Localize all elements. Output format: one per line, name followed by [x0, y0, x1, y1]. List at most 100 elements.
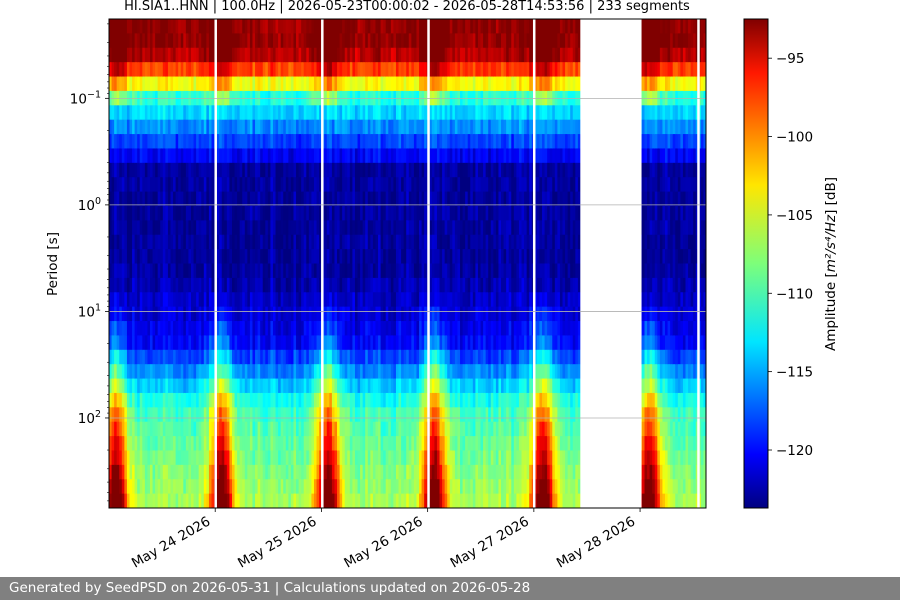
heatmap-cell	[429, 191, 433, 207]
heatmap-cell	[242, 148, 246, 164]
heatmap-cell	[301, 378, 305, 394]
heatmap-cell	[413, 134, 418, 150]
heatmap-cell	[462, 62, 466, 78]
heatmap-cell	[226, 335, 231, 351]
heatmap-cell	[267, 62, 272, 78]
heatmap-cell	[173, 263, 177, 279]
heatmap-cell	[109, 234, 113, 250]
heatmap-cell	[370, 105, 374, 121]
heatmap-cell	[439, 277, 443, 293]
heatmap-cell	[431, 177, 435, 193]
heatmap-cell	[203, 436, 207, 452]
heatmap-cell	[221, 364, 225, 380]
heatmap-cell	[157, 277, 161, 293]
heatmap-cells	[109, 19, 706, 508]
heatmap-cell	[311, 464, 315, 480]
heatmap-cell	[237, 335, 241, 351]
heatmap-cell	[349, 263, 354, 279]
heatmap-cell	[424, 162, 428, 178]
heatmap-cell	[439, 321, 443, 337]
heatmap-cell	[231, 134, 236, 150]
heatmap-cell	[244, 33, 248, 49]
heatmap-cell	[247, 33, 251, 49]
heatmap-cell	[375, 162, 379, 178]
heatmap-cell	[124, 191, 128, 207]
heatmap-cell	[237, 436, 241, 452]
heatmap-cell	[449, 421, 453, 437]
heatmap-cell	[395, 33, 400, 49]
heatmap-cell	[265, 277, 269, 293]
heatmap-cell	[416, 76, 420, 92]
heatmap-cell	[196, 321, 200, 337]
heatmap-cell	[257, 220, 261, 236]
heatmap-cell	[398, 220, 402, 236]
heatmap-cell	[308, 191, 313, 207]
heatmap-cell	[224, 407, 228, 423]
heatmap-cell	[342, 450, 346, 466]
heatmap-cell	[109, 292, 113, 308]
heatmap-cell	[221, 148, 225, 164]
heatmap-cell	[280, 205, 284, 221]
heatmap-cell	[198, 335, 202, 351]
heatmap-cell	[347, 105, 351, 121]
heatmap-cell	[462, 263, 466, 279]
heatmap-cell	[134, 47, 138, 63]
heatmap-cell	[285, 436, 289, 452]
heatmap-cell	[472, 205, 476, 221]
heatmap-cell	[390, 162, 395, 178]
heatmap-cell	[331, 263, 336, 279]
heatmap-cell	[360, 33, 364, 49]
heatmap-cell	[393, 177, 397, 193]
heatmap-cell	[242, 364, 246, 380]
heatmap-cell	[296, 421, 300, 437]
heatmap-cell	[119, 277, 123, 293]
heatmap-cell	[183, 436, 187, 452]
heatmap-cell	[331, 392, 336, 408]
heatmap-cell	[367, 220, 371, 236]
heatmap-cell	[467, 392, 471, 408]
heatmap-cell	[139, 33, 143, 49]
heatmap-cell	[139, 249, 143, 265]
heatmap-cell	[137, 177, 141, 193]
heatmap-cell	[472, 493, 476, 508]
heatmap-cell	[272, 19, 277, 34]
heatmap-cell	[337, 464, 341, 480]
heatmap-cell	[339, 306, 343, 322]
heatmap-cell	[311, 177, 315, 193]
heatmap-cell	[293, 76, 297, 92]
heatmap-cell	[234, 62, 238, 78]
heatmap-cell	[431, 249, 435, 265]
heatmap-cell	[288, 249, 292, 265]
heatmap-cell	[167, 47, 172, 63]
heatmap-cell	[221, 407, 225, 423]
heatmap-cell	[126, 177, 131, 193]
heatmap-cell	[413, 292, 418, 308]
heatmap-cell	[447, 249, 451, 265]
heatmap-cell	[132, 33, 136, 49]
heatmap-cell	[296, 436, 300, 452]
heatmap-cell	[193, 47, 197, 63]
heatmap-cell	[257, 493, 261, 508]
heatmap-cell	[285, 134, 289, 150]
heatmap-cell	[206, 479, 210, 495]
heatmap-cell	[344, 292, 348, 308]
heatmap-cell	[470, 263, 474, 279]
heatmap-cell	[203, 47, 207, 63]
heatmap-cell	[206, 292, 210, 308]
heatmap-cell	[114, 479, 118, 495]
heatmap-cell	[401, 436, 405, 452]
heatmap-cell	[354, 47, 359, 63]
heatmap-cell	[475, 205, 479, 221]
heatmap-cell	[114, 162, 118, 178]
heatmap-cell	[467, 177, 471, 193]
heatmap-cell	[157, 407, 161, 423]
heatmap-cell	[383, 493, 387, 508]
heatmap-cell	[162, 378, 166, 394]
heatmap-cell	[447, 47, 451, 63]
heatmap-cell	[449, 191, 453, 207]
heatmap-cell	[329, 105, 333, 121]
heatmap-cell	[160, 105, 164, 121]
heatmap-cell	[344, 392, 348, 408]
heatmap-cell	[383, 464, 387, 480]
heatmap-cell	[370, 134, 374, 150]
